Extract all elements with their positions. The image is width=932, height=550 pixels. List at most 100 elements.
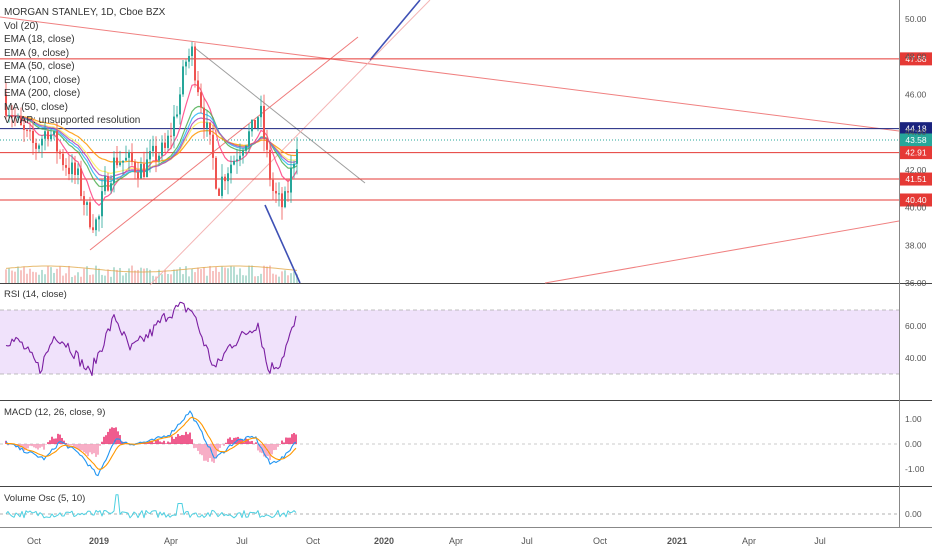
level-label-44.18: 44.18 bbox=[905, 124, 927, 134]
candle-body bbox=[23, 125, 25, 130]
volume-bar bbox=[191, 268, 193, 283]
vosc-tick-label: 0.00 bbox=[905, 509, 922, 519]
candle-body bbox=[122, 160, 124, 163]
macd-histogram-bar bbox=[273, 444, 275, 451]
candle-body bbox=[98, 216, 100, 220]
candle-body bbox=[188, 56, 190, 62]
volume-bar bbox=[26, 273, 28, 283]
macd-histogram-bar bbox=[245, 438, 247, 444]
macd-histogram-bar bbox=[93, 444, 95, 454]
macd-histogram-bar bbox=[155, 440, 157, 444]
macd-histogram-bar bbox=[263, 444, 265, 457]
candle-body bbox=[35, 142, 37, 149]
macd-histogram-bar bbox=[81, 444, 83, 451]
volume-bar bbox=[254, 276, 256, 283]
macd-histogram-bar bbox=[213, 444, 215, 463]
candle-body bbox=[74, 162, 76, 175]
candle-body bbox=[176, 114, 178, 117]
volume-bar bbox=[293, 271, 295, 283]
volume-bar bbox=[92, 274, 94, 283]
candle-body bbox=[65, 165, 67, 168]
time-tick-label: 2019 bbox=[89, 536, 109, 546]
level-badge-43.58 bbox=[900, 133, 932, 147]
price-tick-label: 44.00 bbox=[905, 127, 927, 137]
vosc-line bbox=[5, 494, 297, 519]
candle-body bbox=[47, 131, 49, 140]
candle-body bbox=[137, 172, 139, 179]
candle-body bbox=[218, 188, 220, 196]
candle-body bbox=[173, 116, 175, 137]
candle-body bbox=[260, 105, 262, 118]
candle-body bbox=[236, 159, 238, 162]
candle-body bbox=[254, 119, 256, 129]
macd-histogram-bar bbox=[249, 441, 251, 444]
volume-bar bbox=[71, 276, 73, 283]
macd-histogram-bar bbox=[95, 444, 97, 457]
macd-pane-label: MACD (12, 26, close, 9) bbox=[4, 407, 106, 418]
macd-histogram-bar bbox=[279, 444, 281, 445]
candle-body bbox=[281, 193, 283, 208]
volume-bar bbox=[110, 276, 112, 283]
volume-bar bbox=[290, 273, 292, 283]
volume-bar bbox=[32, 271, 34, 283]
macd-histogram-bar bbox=[57, 433, 59, 444]
rsi-tick-label: 60.00 bbox=[905, 321, 927, 331]
macd-histogram-bar bbox=[215, 444, 217, 459]
macd-histogram-bar bbox=[287, 437, 289, 444]
volume-bar bbox=[197, 267, 199, 283]
volume-bar bbox=[215, 267, 217, 283]
macd-histogram-bar bbox=[109, 428, 111, 444]
macd-histogram-bar bbox=[207, 444, 209, 462]
candle-body bbox=[200, 92, 202, 108]
macd-histogram-bar bbox=[181, 434, 183, 444]
volume-bar bbox=[104, 275, 106, 283]
macd-histogram-bar bbox=[251, 440, 253, 444]
volume-bar bbox=[56, 268, 58, 283]
level-badge-42.91 bbox=[900, 146, 932, 160]
volume-bar bbox=[224, 267, 226, 283]
volume-bar bbox=[296, 274, 298, 283]
candle-body bbox=[191, 46, 193, 57]
ma-50-line bbox=[5, 114, 298, 178]
macd-histogram-bar bbox=[91, 444, 93, 455]
macd-tick-label: -1.00 bbox=[905, 464, 925, 474]
volume-bar bbox=[185, 266, 187, 283]
macd-histogram-bar bbox=[237, 436, 239, 444]
volume-bar bbox=[68, 265, 70, 283]
candle-body bbox=[101, 191, 103, 217]
volume-bar bbox=[203, 267, 205, 283]
volume-bar bbox=[236, 274, 238, 283]
macd-histogram-bar bbox=[205, 444, 207, 461]
indicator-ema-9: EMA (9, close) bbox=[4, 47, 70, 59]
macd-histogram-bar bbox=[217, 444, 219, 452]
macd-tick-label: 1.00 bbox=[905, 414, 922, 424]
candle-body bbox=[230, 164, 232, 174]
volume-bar bbox=[239, 268, 241, 283]
candle-body bbox=[116, 157, 118, 166]
macd-histogram-bar bbox=[85, 444, 87, 454]
macd-histogram-bar bbox=[203, 444, 205, 461]
level-badge-44.18 bbox=[900, 122, 932, 136]
macd-histogram-bar bbox=[221, 444, 223, 445]
volume-bar bbox=[161, 274, 163, 283]
macd-histogram-bar bbox=[101, 441, 103, 444]
macd-histogram-bar bbox=[49, 440, 51, 444]
macd-histogram-bar bbox=[269, 444, 271, 460]
candle-body bbox=[227, 173, 229, 182]
candle-body bbox=[194, 46, 196, 81]
candle-body bbox=[251, 119, 253, 132]
candle-body bbox=[11, 115, 13, 118]
candle-body bbox=[128, 152, 130, 158]
macd-histogram-bar bbox=[61, 437, 63, 444]
candle-body bbox=[68, 167, 70, 175]
macd-histogram-bar bbox=[151, 440, 153, 444]
candle-body bbox=[146, 159, 148, 178]
macd-histogram-bar bbox=[107, 431, 109, 444]
volume-bar bbox=[44, 274, 46, 283]
macd-histogram-bar bbox=[103, 436, 105, 444]
candle-body bbox=[17, 116, 19, 118]
macd-histogram-bar bbox=[79, 444, 81, 452]
macd-histogram-bar bbox=[115, 427, 117, 444]
volume-bar bbox=[29, 268, 31, 283]
